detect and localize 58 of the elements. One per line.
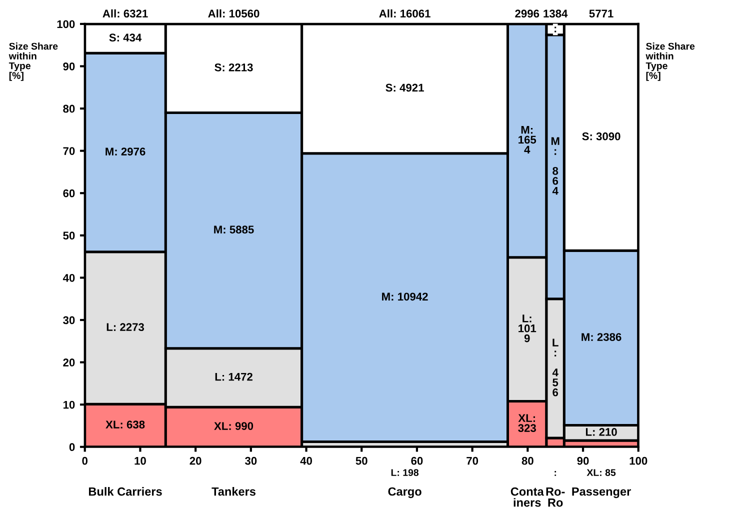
annotation: M: 2386	[582, 333, 622, 341]
y-axis-title: Size Share within Type [%]	[8, 42, 58, 81]
text: All: 6321	[102, 9, 148, 18]
y-tick-label: 50	[63, 232, 75, 240]
annotation: S: 4921	[386, 84, 424, 92]
x-tick-label: 20	[190, 456, 202, 465]
y2-axis-title: Size Share within Type [%]	[646, 42, 695, 81]
annotation: XL: 990	[214, 422, 254, 430]
x-tick-label: 30	[244, 456, 257, 465]
y-tick-label: 100	[57, 20, 75, 28]
annotation: L: 210	[586, 428, 617, 436]
y-tick-label: 0	[69, 443, 75, 452]
annotation: S: 2213	[214, 63, 253, 72]
text: Tankers	[212, 487, 256, 496]
annotation: :	[554, 26, 556, 32]
annotation: L : 4 5 6	[552, 338, 558, 396]
text: Bulk Carriers	[88, 487, 162, 496]
text: XL: 85	[586, 469, 616, 476]
annotation: L: 1472	[215, 372, 252, 381]
text: 5771	[589, 10, 614, 18]
y-tick-label: 20	[63, 358, 75, 366]
x-tick-label: 0	[82, 456, 88, 465]
annotation: XL: 323	[518, 414, 536, 432]
y-tick-label: 90	[63, 62, 75, 70]
x-tick-label: 90	[577, 456, 589, 465]
annotation: L: 101 9	[518, 314, 536, 342]
y-tick-label: 10	[63, 400, 75, 409]
text: 1384	[544, 10, 568, 18]
y-tick-label: 30	[63, 316, 75, 324]
text: 2996	[515, 10, 540, 18]
annotation: M: 2976	[106, 148, 146, 156]
x-tick-label: 80	[522, 456, 534, 465]
annotation: M : 8 6 4	[551, 137, 560, 195]
annotation: S: 434	[109, 34, 142, 42]
text: Conta iners	[510, 487, 544, 507]
text: Ro- Ro	[546, 487, 565, 507]
annotation: S: 3090	[582, 132, 620, 140]
y-tick-label: 80	[63, 104, 75, 113]
y-tick-label: 70	[63, 147, 75, 155]
text: All: 10560	[208, 9, 260, 18]
x-tick-label: 40	[300, 456, 312, 465]
annotation: M: 165 4	[518, 126, 536, 154]
x-tick-label: 10	[134, 456, 146, 465]
annotation: M: 10942	[382, 292, 428, 301]
x-tick-label: 60	[411, 456, 423, 465]
text: L: 198	[391, 469, 419, 476]
x-tick-label: 50	[356, 456, 368, 465]
x-tick-label: 100	[630, 456, 648, 465]
y-tick-label: 40	[62, 274, 75, 282]
annotation: XL: 638	[106, 420, 145, 429]
annotation: L: 2273	[106, 323, 144, 332]
x-tick-label: 70	[466, 456, 478, 465]
text: Passenger	[572, 487, 631, 498]
text: All: 16061	[379, 9, 430, 18]
text: :	[554, 471, 556, 476]
text: Cargo	[388, 487, 422, 498]
annotation: M: 5885	[214, 226, 254, 234]
y-tick-label: 60	[63, 189, 75, 198]
